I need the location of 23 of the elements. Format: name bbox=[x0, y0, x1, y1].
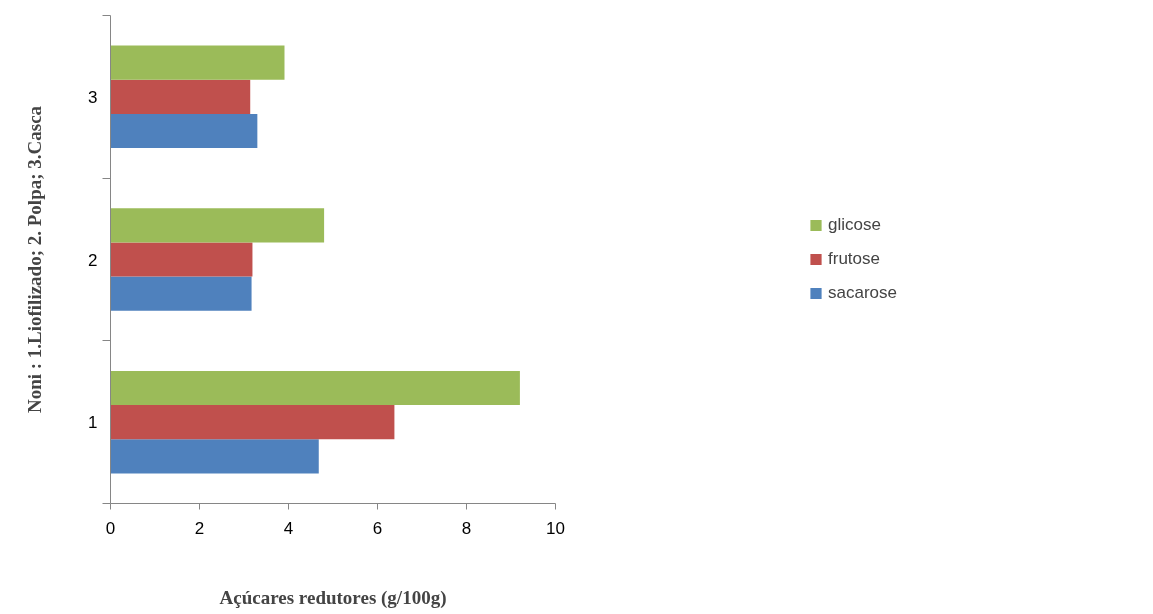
legend-label: frutose bbox=[828, 249, 880, 269]
y-tick-label: 2 bbox=[88, 250, 98, 270]
bar bbox=[110, 276, 252, 311]
legend-label: glicose bbox=[828, 215, 881, 235]
x-axis-title: Açúcares redutores (g/100g) bbox=[219, 586, 447, 609]
bar bbox=[110, 208, 325, 243]
bar bbox=[110, 113, 258, 149]
bar bbox=[110, 45, 285, 80]
legend-label: sacarose bbox=[828, 283, 897, 303]
x-tick-label: 4 bbox=[283, 518, 294, 538]
bar bbox=[110, 370, 520, 406]
bar bbox=[110, 439, 319, 474]
y-axis-title: Noni : 1.Liofilizado; 2. Polpa; 3.Casca bbox=[24, 105, 46, 414]
bar bbox=[110, 242, 253, 277]
x-tick-label: 10 bbox=[546, 518, 565, 538]
y-tick-label: 3 bbox=[88, 87, 98, 107]
bar bbox=[110, 405, 395, 440]
y-tick-label: 1 bbox=[88, 413, 98, 433]
bar bbox=[110, 79, 251, 114]
x-tick-label: 0 bbox=[105, 518, 116, 538]
x-tick-label: 2 bbox=[194, 518, 205, 538]
x-tick-label: 6 bbox=[372, 518, 383, 538]
x-tick-label: 8 bbox=[461, 518, 472, 538]
